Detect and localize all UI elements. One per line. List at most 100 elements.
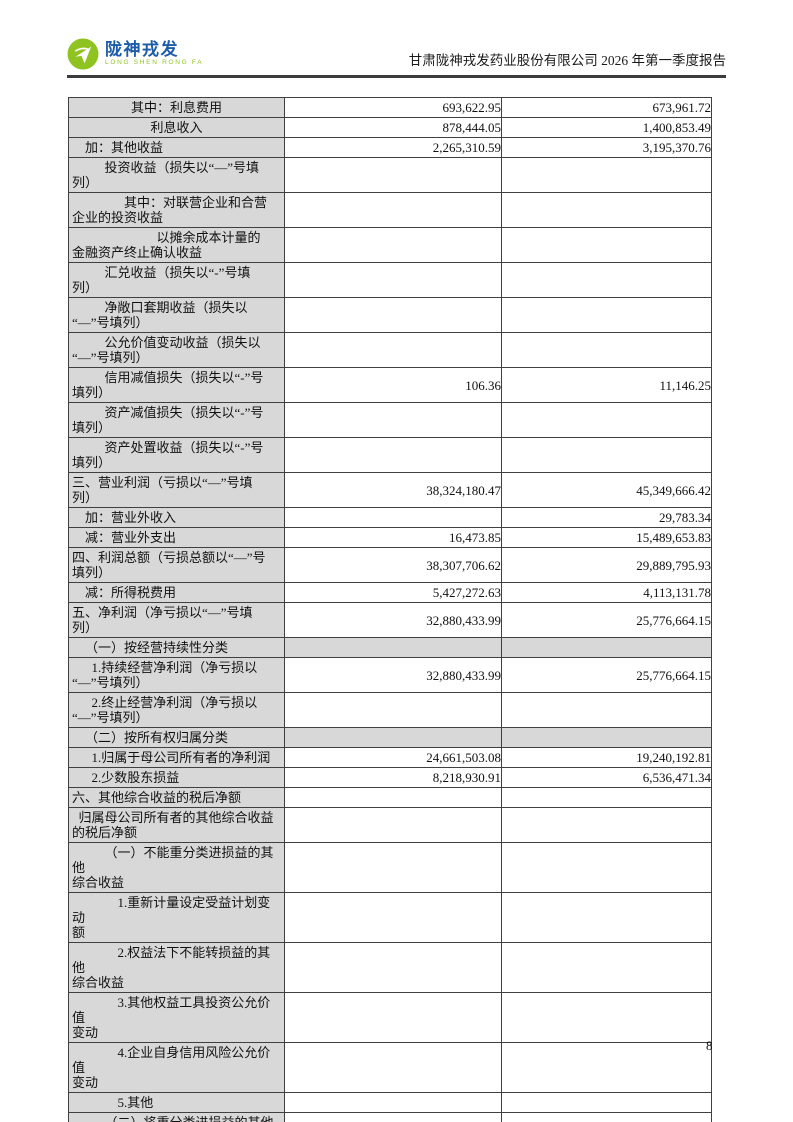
row-label: 1.归属于母公司所有者的净利润 bbox=[91, 750, 271, 765]
table-row: 3.其他权益工具投资公允价值 变动 bbox=[68, 992, 712, 1043]
amount-col-1-cell: 5,427,272.63 bbox=[284, 582, 502, 603]
table-row: （一）按经营持续性分类 bbox=[68, 637, 712, 658]
table-row: 2.少数股东损益 8,218,930.91 6,536,471.34 bbox=[68, 767, 712, 788]
row-label: 1.重新计量设定受益计划变动 额 bbox=[72, 895, 271, 940]
row-label-cell: 减：营业外支出 bbox=[68, 527, 285, 548]
row-label: 减：所得税费用 bbox=[85, 585, 177, 600]
amount-col-1-cell: 38,307,706.62 bbox=[284, 547, 502, 583]
table-row: 五、净利润（净亏损以“—”号填 列） 32,880,433.99 25,776,… bbox=[68, 602, 712, 638]
row-label-cell: 5.其他 bbox=[68, 1092, 285, 1113]
amount-col-1-cell: 16,473.85 bbox=[284, 527, 502, 548]
row-label: 公允价值变动收益（损失以 “—”号填列） bbox=[72, 335, 261, 365]
amount-col-2-cell: 3,195,370.76 bbox=[501, 137, 712, 158]
amount-col-1-cell bbox=[284, 637, 502, 658]
amount-col-1-cell bbox=[284, 1092, 502, 1113]
row-label-cell: 资产减值损失（损失以“-”号 填列） bbox=[68, 402, 285, 438]
amount-col-1-cell: 878,444.05 bbox=[284, 117, 502, 138]
amount-col-2-cell: 4,113,131.78 bbox=[501, 582, 712, 603]
row-label: 五、净利润（净亏损以“—”号填 列） bbox=[72, 605, 253, 635]
row-label-cell: 归属母公司所有者的其他综合收益 的税后净额 bbox=[68, 807, 285, 843]
amount-col-1-cell bbox=[284, 942, 502, 993]
table-row: 加：营业外收入 29,783.34 bbox=[68, 507, 712, 528]
row-label: 5.其他 bbox=[117, 1095, 154, 1110]
row-label: 4.企业自身信用风险公允价值 变动 bbox=[72, 1045, 271, 1090]
amount-col-2-cell: 19,240,192.81 bbox=[501, 747, 712, 768]
row-label-cell: （一）不能重分类进损益的其他 综合收益 bbox=[68, 842, 285, 893]
row-label-cell: 三、营业利润（亏损以“—”号填 列） bbox=[68, 472, 285, 508]
row-label: 减：营业外支出 bbox=[85, 530, 177, 545]
row-label: 其中：利息费用 bbox=[130, 100, 222, 115]
logo-bird-icon bbox=[67, 38, 99, 70]
table-row: 净敞口套期收益（损失以 “—”号填列） bbox=[68, 297, 712, 333]
table-row: 2.终止经营净利润（净亏损以 “—”号填列） bbox=[68, 692, 712, 728]
amount-col-2-cell: 6,536,471.34 bbox=[501, 767, 712, 788]
amount-col-2-cell bbox=[501, 192, 712, 228]
amount-col-2-cell bbox=[501, 437, 712, 473]
table-row: 2.权益法下不能转损益的其他 综合收益 bbox=[68, 942, 712, 993]
table-row: 六、其他综合收益的税后净额 bbox=[68, 787, 712, 808]
amount-col-1-cell bbox=[284, 692, 502, 728]
table-row: 归属母公司所有者的其他综合收益 的税后净额 bbox=[68, 807, 712, 843]
amount-col-2-cell bbox=[501, 297, 712, 333]
amount-col-1-cell: 106.36 bbox=[284, 367, 502, 403]
amount-col-2-cell: 11,146.25 bbox=[501, 367, 712, 403]
row-label-cell: 以摊余成本计量的 金融资产终止确认收益 bbox=[68, 227, 285, 263]
amount-col-1-cell: 693,622.95 bbox=[284, 97, 502, 118]
row-label-cell: 2.少数股东损益 bbox=[68, 767, 285, 788]
amount-col-1-cell bbox=[284, 787, 502, 808]
row-label-cell: 其中：对联营企业和合营 企业的投资收益 bbox=[68, 192, 285, 228]
amount-col-1-cell bbox=[284, 332, 502, 368]
amount-col-1-cell bbox=[284, 192, 502, 228]
row-label-cell: 加：其他收益 bbox=[68, 137, 285, 158]
table-row: 4.企业自身信用风险公允价值 变动 bbox=[68, 1042, 712, 1093]
amount-col-1-cell bbox=[284, 992, 502, 1043]
row-label: 三、营业利润（亏损以“—”号填 列） bbox=[72, 475, 253, 505]
amount-col-2-cell bbox=[501, 1112, 712, 1122]
row-label: 1.持续经营净利润（净亏损以 “—”号填列） bbox=[72, 660, 258, 690]
amount-col-1-cell bbox=[284, 157, 502, 193]
row-label: 投资收益（损失以“—”号填 列） bbox=[72, 160, 260, 190]
table-row: 公允价值变动收益（损失以 “—”号填列） bbox=[68, 332, 712, 368]
logo-text-block: 陇神戎发 LONG SHEN RONG FA bbox=[105, 41, 203, 67]
table-row: （一）不能重分类进损益的其他 综合收益 bbox=[68, 842, 712, 893]
row-label: 四、利润总额（亏损总额以“—”号 填列） bbox=[72, 550, 266, 580]
row-label: 利息收入 bbox=[150, 120, 203, 135]
row-label: 其中：对联营企业和合营 企业的投资收益 bbox=[72, 195, 268, 225]
row-label-cell: （二）将重分类进损益的其他综 合收益 bbox=[68, 1112, 285, 1122]
logo-company-name: 陇神戎发 bbox=[105, 40, 179, 60]
row-label-cell: 1.重新计量设定受益计划变动 额 bbox=[68, 892, 285, 943]
row-label: 2.权益法下不能转损益的其他 综合收益 bbox=[72, 945, 271, 990]
table-row: 利息收入 878,444.05 1,400,853.49 bbox=[68, 117, 712, 138]
row-label: （一）不能重分类进损益的其他 综合收益 bbox=[72, 845, 274, 890]
amount-col-2-cell: 29,783.34 bbox=[501, 507, 712, 528]
table-row: （二）按所有权归属分类 bbox=[68, 727, 712, 748]
row-label: 归属母公司所有者的其他综合收益 的税后净额 bbox=[72, 810, 274, 840]
amount-col-2-cell: 673,961.72 bbox=[501, 97, 712, 118]
row-label: （二）将重分类进损益的其他综 合收益 bbox=[70, 1114, 284, 1122]
table-row: 1.归属于母公司所有者的净利润 24,661,503.08 19,240,192… bbox=[68, 747, 712, 768]
amount-col-2-cell bbox=[501, 692, 712, 728]
income-statement-body: 其中：利息费用 693,622.95 673,961.72 利息收入 878,4… bbox=[68, 97, 712, 1122]
row-label-cell: 其中：利息费用 bbox=[68, 97, 285, 118]
row-label-cell: 四、利润总额（亏损总额以“—”号 填列） bbox=[68, 547, 285, 583]
row-label: 净敞口套期收益（损失以 “—”号填列） bbox=[72, 300, 248, 330]
table-row: 其中：利息费用 693,622.95 673,961.72 bbox=[68, 97, 712, 118]
amount-col-1-cell bbox=[284, 1042, 502, 1093]
row-label: 以摊余成本计量的 金融资产终止确认收益 bbox=[72, 230, 261, 260]
amount-col-1-cell bbox=[284, 262, 502, 298]
page-number: 8 bbox=[706, 1038, 713, 1053]
table-row: 其中：对联营企业和合营 企业的投资收益 bbox=[68, 192, 712, 228]
amount-col-2-cell: 45,349,666.42 bbox=[501, 472, 712, 508]
company-logo: 陇神戎发 LONG SHEN RONG FA bbox=[67, 38, 203, 70]
amount-col-2-cell bbox=[501, 1042, 712, 1093]
row-label-cell: 减：所得税费用 bbox=[68, 582, 285, 603]
table-row: 1.持续经营净利润（净亏损以 “—”号填列） 32,880,433.99 25,… bbox=[68, 657, 712, 693]
row-label: 2.少数股东损益 bbox=[91, 770, 180, 785]
row-label-cell: 1.持续经营净利润（净亏损以 “—”号填列） bbox=[68, 657, 285, 693]
row-label-cell: 3.其他权益工具投资公允价值 变动 bbox=[68, 992, 285, 1043]
table-row: 1.重新计量设定受益计划变动 额 bbox=[68, 892, 712, 943]
amount-col-2-cell: 25,776,664.15 bbox=[501, 657, 712, 693]
amount-col-2-cell bbox=[501, 637, 712, 658]
amount-col-1-cell bbox=[284, 807, 502, 843]
